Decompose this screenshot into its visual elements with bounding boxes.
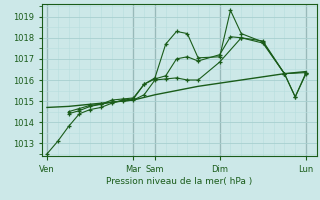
X-axis label: Pression niveau de la mer( hPa ): Pression niveau de la mer( hPa ) [106, 177, 252, 186]
